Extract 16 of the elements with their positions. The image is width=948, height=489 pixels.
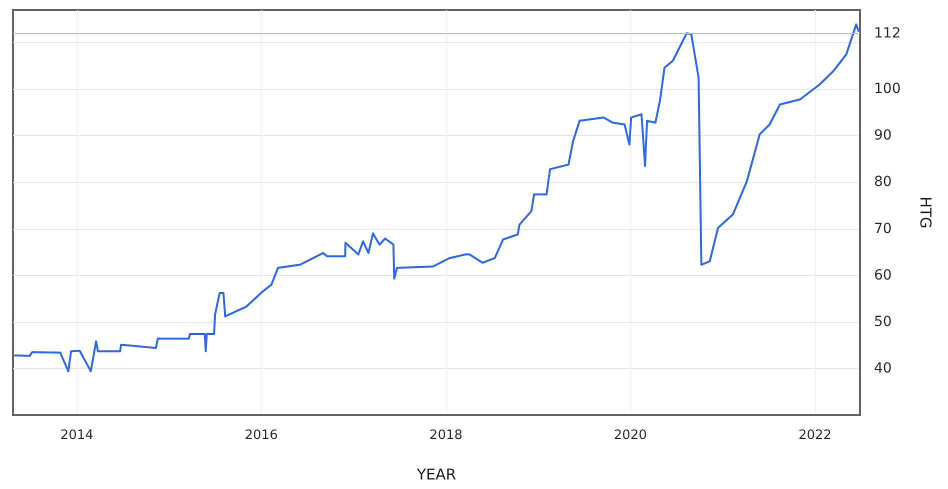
y-tick-label: 70 [874, 220, 892, 237]
y-tick-label: 80 [874, 174, 892, 190]
y-tick-label: 40 [874, 360, 892, 376]
x-tick-label: 2022 [798, 428, 832, 443]
x-tick-label: 2014 [60, 428, 94, 443]
y-tick-label: 60 [874, 267, 892, 284]
y-tick-label: 112 [874, 25, 901, 42]
y-axis-title: HTG [916, 196, 934, 229]
y-tick-label: 50 [874, 314, 892, 330]
x-tick-label: 2016 [244, 428, 278, 443]
y-tick-label: 100 [874, 81, 901, 98]
y-tick-label: 90 [874, 128, 892, 144]
line-series [14, 23, 860, 372]
x-tick-label: 2020 [614, 428, 647, 443]
x-axis-title: YEAR [416, 466, 456, 484]
x-tick-label: 2018 [429, 428, 463, 443]
